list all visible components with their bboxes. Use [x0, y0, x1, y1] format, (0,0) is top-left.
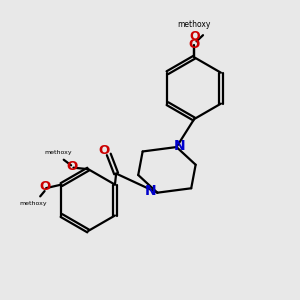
Text: methoxy: methoxy — [178, 20, 211, 29]
Text: O: O — [66, 160, 78, 173]
Text: N: N — [174, 139, 185, 153]
Text: N: N — [145, 184, 157, 198]
Text: methoxy: methoxy — [44, 150, 72, 155]
Text: O: O — [188, 38, 200, 51]
Text: O: O — [99, 144, 110, 158]
Text: O: O — [189, 30, 200, 43]
Text: O: O — [39, 180, 50, 193]
Text: methoxy: methoxy — [19, 201, 46, 206]
